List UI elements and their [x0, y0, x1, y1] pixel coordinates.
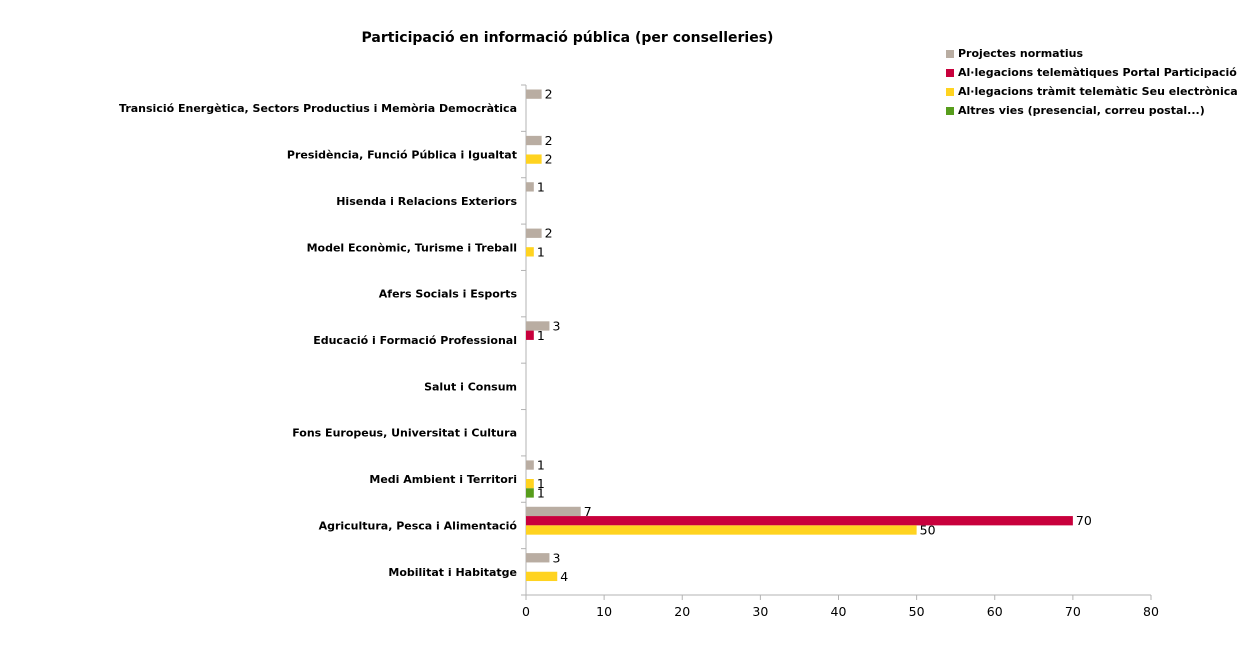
chart-title: Participació en informació pública (per … [361, 30, 774, 46]
x-tick-label: 0 [522, 604, 530, 619]
data-label: 1 [537, 179, 545, 194]
data-label: 2 [545, 226, 553, 241]
x-tick-label: 60 [987, 604, 1003, 619]
x-tick-label: 30 [752, 604, 768, 619]
legend-swatch [946, 106, 954, 115]
legend-swatch [946, 87, 954, 96]
data-label: 2 [545, 87, 553, 102]
x-tick-label: 10 [596, 604, 612, 619]
data-label: 4 [560, 569, 568, 584]
data-label: 7 [584, 504, 592, 519]
bar [526, 506, 581, 517]
bar [526, 89, 542, 99]
data-label: 50 [920, 523, 936, 538]
bar [526, 228, 542, 238]
category-label: Transició Energètica, Sectors Productius… [119, 102, 517, 115]
category-label: Medi Ambient i Territori [369, 473, 517, 486]
bar [526, 247, 534, 257]
data-label: 1 [537, 328, 545, 343]
data-label: 1 [537, 458, 545, 473]
category-label: Educació i Formació Professional [313, 334, 517, 347]
category-label: Afers Socials i Esports [379, 288, 518, 301]
x-tick-label: 40 [831, 604, 847, 619]
data-label: 1 [537, 476, 545, 491]
data-label: 1 [537, 244, 545, 259]
bar [526, 135, 542, 146]
x-tick-label: 70 [1065, 604, 1081, 619]
legend-label: Al·legacions telemàtiques Portal Partici… [958, 66, 1237, 79]
legend-label: Projectes normatius [958, 47, 1083, 60]
data-label: 2 [545, 133, 553, 148]
data-label: 2 [545, 152, 553, 167]
x-tick-label: 50 [909, 604, 925, 619]
data-label: 3 [552, 318, 560, 333]
category-label: Fons Europeus, Universitat i Cultura [292, 427, 517, 440]
category-label: Agricultura, Pesca i Alimentació [319, 519, 518, 532]
legend-swatch [946, 68, 954, 77]
bar [526, 154, 542, 164]
category-label: Mobilitat i Habitatge [388, 566, 517, 579]
bar [526, 571, 558, 582]
bar [526, 182, 534, 192]
legend-item: Altres vies (presencial, correu postal..… [946, 101, 1238, 120]
legend-item: Projectes normatius [946, 44, 1238, 63]
bar [526, 525, 917, 535]
data-label: 3 [552, 550, 560, 565]
bar [526, 553, 550, 563]
category-label: Hisenda i Relacions Exteriors [336, 195, 517, 208]
legend: Projectes normatius Al·legacions telemàti… [946, 44, 1238, 120]
data-label: 70 [1076, 513, 1092, 528]
category-label: Model Econòmic, Turisme i Treball [307, 241, 517, 254]
x-tick-label: 80 [1143, 604, 1159, 619]
legend-label: Al·legacions tràmit telemàtic Seu electr… [958, 85, 1238, 98]
legend-item: Al·legacions telemàtiques Portal Partici… [946, 63, 1238, 82]
bar [526, 330, 534, 340]
bar [526, 479, 534, 489]
x-tick-label: 20 [674, 604, 690, 619]
legend-swatch [946, 49, 954, 58]
data-label: 1 [537, 485, 545, 500]
category-label: Salut i Consum [424, 380, 517, 393]
bar [526, 516, 1073, 526]
bar [526, 488, 534, 498]
bar [526, 460, 534, 470]
category-label: Presidència, Funció Pública i Igualtat [287, 149, 517, 162]
legend-label: Altres vies (presencial, correu postal..… [958, 104, 1205, 117]
bar [526, 321, 550, 331]
legend-item: Al·legacions tràmit telemàtic Seu electr… [946, 82, 1238, 101]
